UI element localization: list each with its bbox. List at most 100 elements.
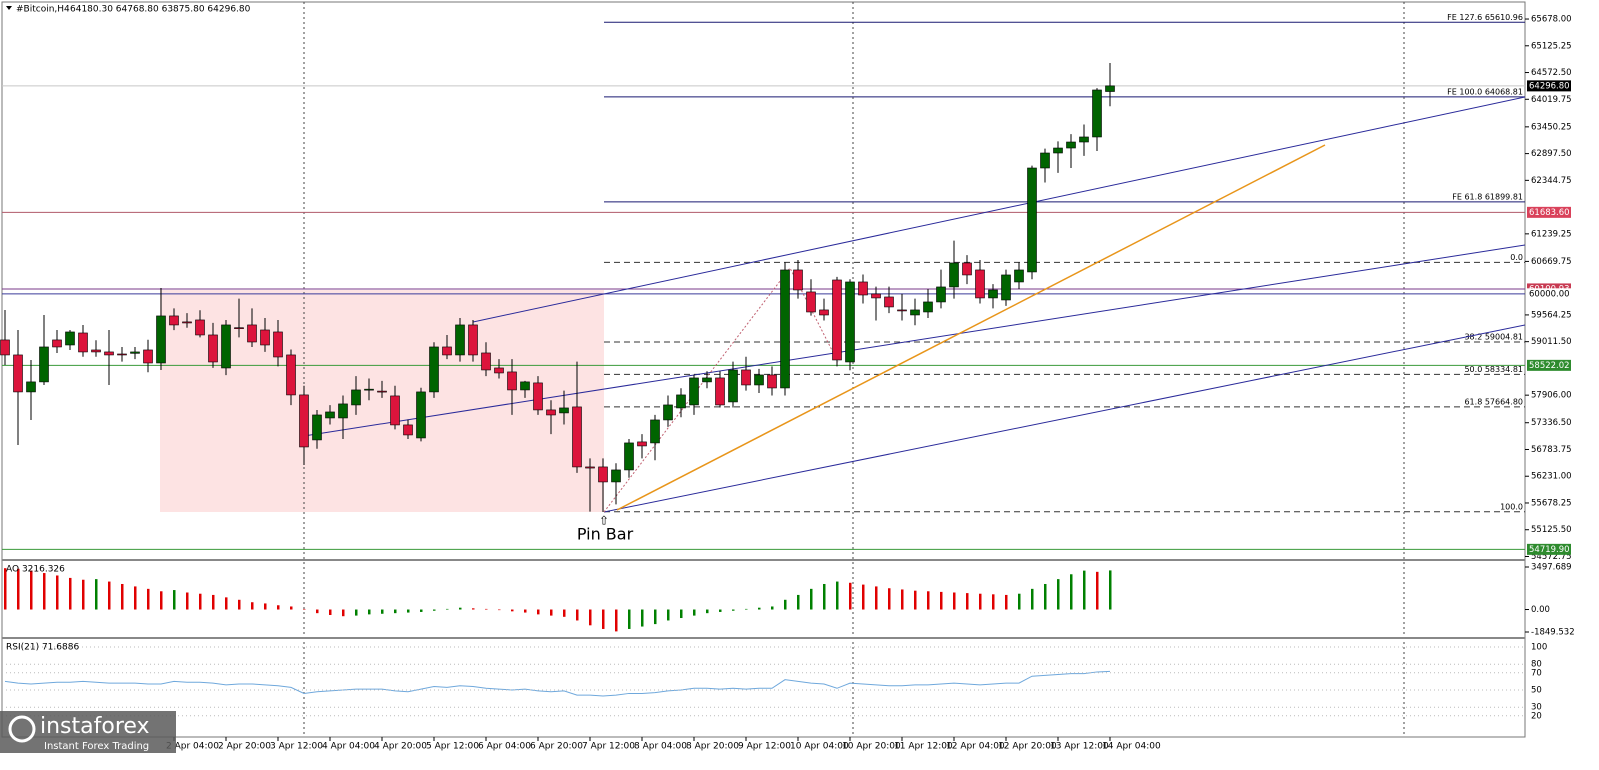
candle-body <box>546 409 556 416</box>
y-tick-label: 64572.50 <box>1531 68 1572 78</box>
price-label-bg <box>1527 288 1571 300</box>
candle-body <box>728 369 738 403</box>
y-tick-label: 56231.00 <box>1531 472 1572 482</box>
ao-bar <box>1018 593 1021 610</box>
ao-bar <box>264 603 267 610</box>
ao-bar <box>901 589 904 610</box>
ao-bar <box>589 609 592 626</box>
fibo-label: FE 127.6 65610.96 <box>1447 13 1523 22</box>
ao-bar <box>810 588 813 610</box>
candle-body <box>819 309 829 316</box>
candle-body <box>273 331 283 358</box>
ao-tick-label: -1849.532 <box>1531 628 1575 638</box>
ao-bar <box>511 609 514 612</box>
ao-bar <box>173 590 176 610</box>
ao-bar <box>888 588 891 610</box>
candle-body <box>702 377 712 383</box>
ao-bar <box>667 609 670 621</box>
ao-bar <box>17 568 20 610</box>
x-tick-label: 5 Apr 12:00 <box>426 742 479 752</box>
candle-body <box>416 391 426 439</box>
rsi-tick-label: 30 <box>1531 703 1542 713</box>
rsi-tick-label: 80 <box>1531 660 1542 670</box>
ao-bar <box>160 591 163 610</box>
ao-bar <box>290 606 293 610</box>
candle-body <box>1079 136 1089 143</box>
ao-bar <box>355 609 358 616</box>
candle-body <box>195 319 205 336</box>
candle-body <box>884 296 894 308</box>
candle-body <box>754 374 764 386</box>
ao-bar <box>472 608 475 610</box>
levels: FE 127.6 65610.96 FE 100.0 64068.81 FE 61.… <box>2 13 1525 550</box>
price-label-bg <box>1527 359 1571 371</box>
candle-body <box>520 381 530 391</box>
candle-body <box>1027 167 1037 273</box>
ao-bar <box>1109 570 1112 610</box>
y-tick-label: 59011.50 <box>1531 337 1572 347</box>
candle-body <box>468 324 478 356</box>
candle-body <box>260 329 270 346</box>
candle-body <box>845 281 855 363</box>
channel-line <box>303 244 1526 437</box>
y-tick-label: 65678.00 <box>1531 15 1572 25</box>
ao-bar <box>992 594 995 610</box>
ao-bar <box>303 608 306 610</box>
logo-name: instaforex <box>40 714 150 739</box>
ao-bar <box>953 592 956 610</box>
ao-bar <box>927 591 930 610</box>
candle-body <box>871 293 881 299</box>
logo-icon <box>8 715 36 743</box>
candle-body <box>507 371 517 391</box>
rsi-tick-label: 50 <box>1531 686 1542 696</box>
ao-bar <box>69 577 72 610</box>
x-tick-label: 7 Apr 12:00 <box>582 742 635 752</box>
candle-body <box>299 394 309 448</box>
candle-body <box>559 407 569 414</box>
rsi-tick-label: 100 <box>1531 643 1547 653</box>
candle-body <box>936 286 946 303</box>
logo: instaforex Instant Forex Trading <box>0 711 176 753</box>
fibo-path <box>603 267 839 513</box>
candle-body <box>806 291 816 313</box>
ao-bar <box>537 609 540 615</box>
candle-body <box>741 369 751 386</box>
channel-line <box>603 324 1526 513</box>
ao-bar <box>147 588 150 610</box>
x-tick-label: 10 Apr 04:00 <box>790 742 849 752</box>
ao-bar <box>732 609 735 611</box>
candle-body <box>858 281 868 296</box>
ao-tick-label: 3497.689 <box>1531 563 1572 573</box>
price-label-bg <box>1527 80 1571 92</box>
ao-bar <box>797 594 800 610</box>
candle-body <box>52 339 62 348</box>
rsi-line <box>4 670 1111 697</box>
ao-bar <box>251 602 254 610</box>
y-tick-label: 65125.25 <box>1531 41 1572 51</box>
ao-bar <box>914 590 917 610</box>
ao-bar <box>316 609 319 614</box>
ao-bar <box>199 593 202 610</box>
logo-tagline: Instant Forex Trading <box>44 741 149 752</box>
candle-body <box>793 269 803 291</box>
ao-bar <box>446 608 449 610</box>
ao-bar <box>1083 570 1086 610</box>
y-tick-label: 59564.25 <box>1531 310 1572 320</box>
ao-bar <box>706 609 709 614</box>
ao-bar <box>394 609 397 614</box>
x-tick-label: 4 Apr 20:00 <box>374 742 427 752</box>
ao-bar <box>1005 594 1008 610</box>
ao-bar <box>875 586 878 610</box>
price-label-bg <box>1527 206 1571 218</box>
fibo-label: 0.0 <box>1510 253 1523 262</box>
ao-bar <box>485 608 488 610</box>
x-tick-label: 2 Apr 20:00 <box>218 742 271 752</box>
ao-bar <box>4 568 7 610</box>
ao-bar <box>30 570 33 610</box>
x-tick-label: 14 Apr 04:00 <box>1102 742 1161 752</box>
candle-body <box>988 289 998 299</box>
x-tick-label: 11 Apr 12:00 <box>894 742 953 752</box>
candle-body <box>13 354 23 393</box>
rsi-label: RSI(21) 71.6886 <box>6 643 79 653</box>
